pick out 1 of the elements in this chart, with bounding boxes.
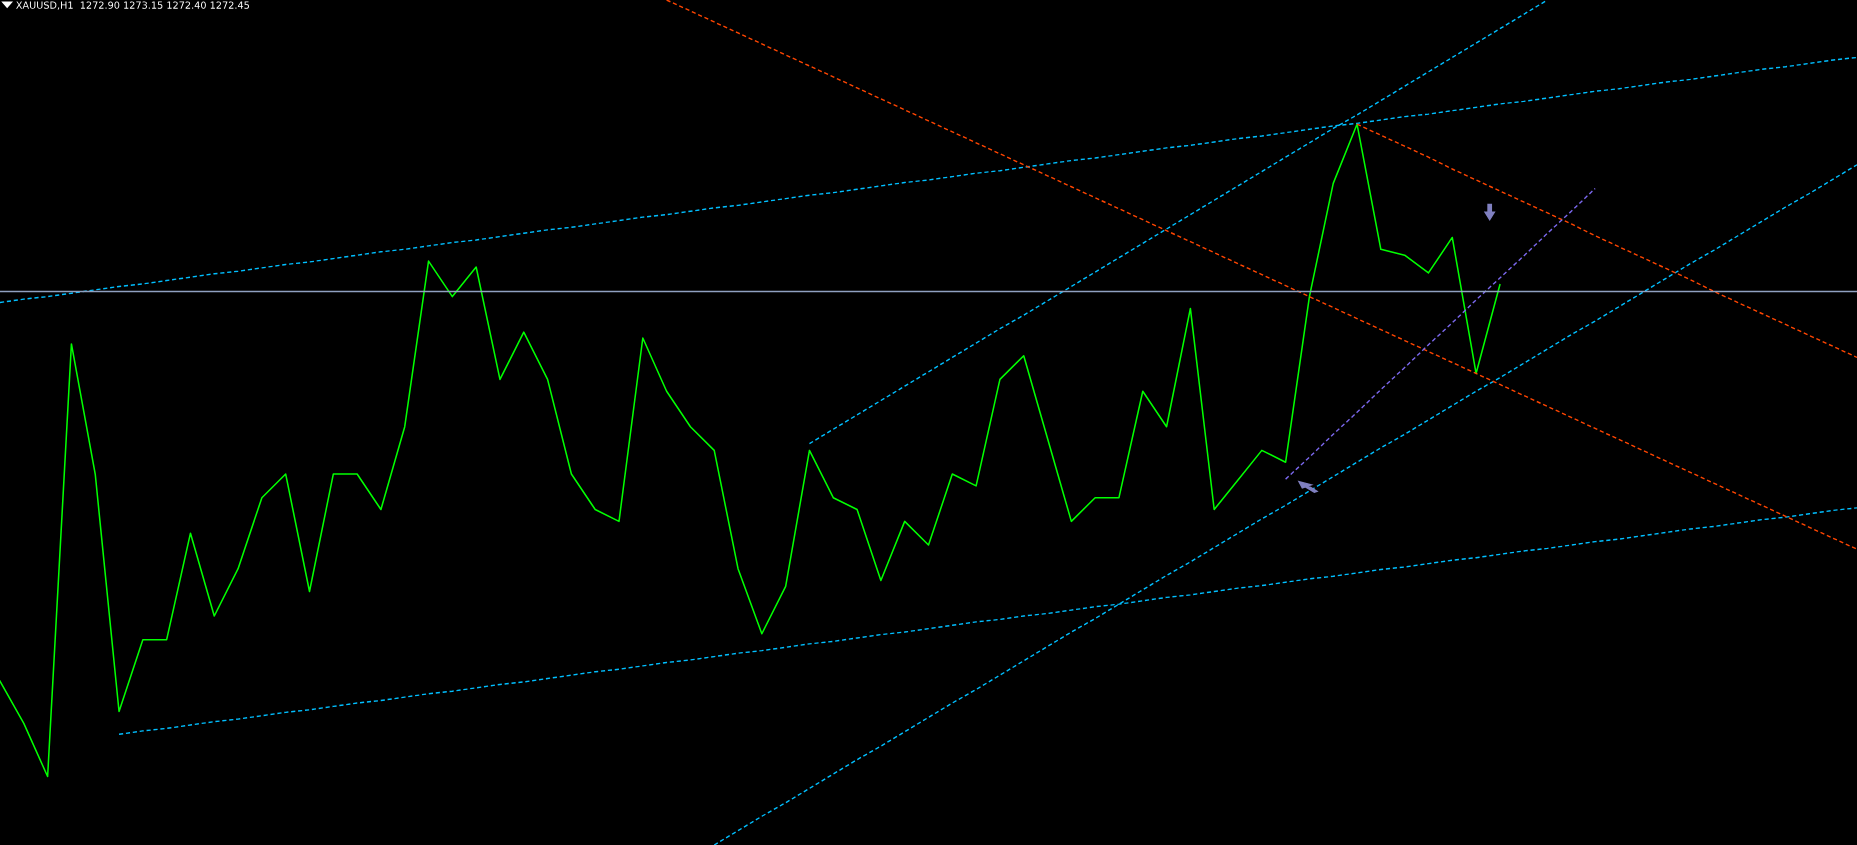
chart-title: XAUUSD,H1 1272.90 1273.15 1272.40 1272.45 (16, 1, 249, 10)
